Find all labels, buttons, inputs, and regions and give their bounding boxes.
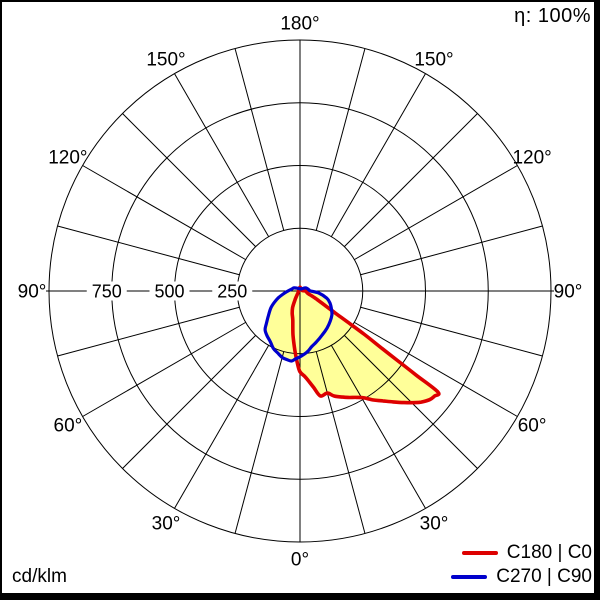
grid-radial-line <box>354 321 518 417</box>
grid-radial-line <box>360 306 543 357</box>
grid-radial-line <box>82 165 246 261</box>
radial-value-label: 500 <box>154 282 184 302</box>
efficiency-label: η: 100% <box>514 5 591 27</box>
angle-label-90-left: 90° <box>18 282 47 303</box>
label-mask <box>86 281 127 301</box>
legend-item-c180-c0: C180 | C0 <box>451 541 592 565</box>
grid-radial-line <box>315 48 366 231</box>
curve-c180-c0 <box>290 285 441 405</box>
legend-label-c180-c0: C180 | C0 <box>506 542 592 563</box>
angle-label-60: 60° <box>518 416 547 437</box>
grid-radial-line <box>330 345 426 509</box>
curve-c270-c90 <box>263 286 334 363</box>
angle-label-180: 180° <box>280 14 319 35</box>
legend: C180 | C0 C270 | C90 <box>451 541 592 589</box>
angle-label-150-left: 150° <box>146 49 185 70</box>
angle-label-30: 30° <box>420 514 449 535</box>
label-mask <box>149 281 190 301</box>
angle-label-30-left: 30° <box>152 514 181 535</box>
radial-value-label: 750 <box>92 282 122 302</box>
grid-radial-line <box>174 73 270 237</box>
grid-radial-line <box>57 225 240 276</box>
angle-label-60-left: 60° <box>54 416 83 437</box>
legend-item-c270-c90: C270 | C90 <box>451 565 592 589</box>
unit-label: cd/klm <box>12 566 67 587</box>
radial-value-label: 250 <box>217 282 247 302</box>
grid-radial-line <box>234 351 285 534</box>
grid-radial-line <box>330 73 426 237</box>
radial-axis-labels: 250 500 750 <box>86 281 253 302</box>
grid-radial-line <box>174 345 270 509</box>
legend-line-red-icon <box>461 551 498 555</box>
grid-radial-line <box>360 225 543 276</box>
legend-label-c270-c90: C270 | C90 <box>496 566 592 587</box>
legend-line-blue-icon <box>451 575 488 579</box>
curves <box>263 285 441 405</box>
grid-radial-line <box>122 335 256 469</box>
grid-radial-line <box>57 306 240 357</box>
angle-labels: 0° 30° 30° 60° 60° 90° 90° 120° 120° 150° 150° 180° <box>18 14 583 571</box>
grid-radial-line <box>234 48 285 231</box>
angle-label-120: 120° <box>512 148 551 169</box>
label-mask <box>212 281 253 301</box>
grid-radial-line <box>122 113 256 247</box>
angle-label-90: 90° <box>554 282 583 303</box>
grid-radial-line <box>344 113 478 247</box>
angle-label-0: 0° <box>291 550 309 571</box>
grid-radial-line <box>315 351 366 534</box>
angle-label-120-left: 120° <box>48 148 87 169</box>
angle-label-150: 150° <box>414 49 453 70</box>
grid-radial-line <box>82 321 246 417</box>
grid-radial-line <box>354 165 518 261</box>
